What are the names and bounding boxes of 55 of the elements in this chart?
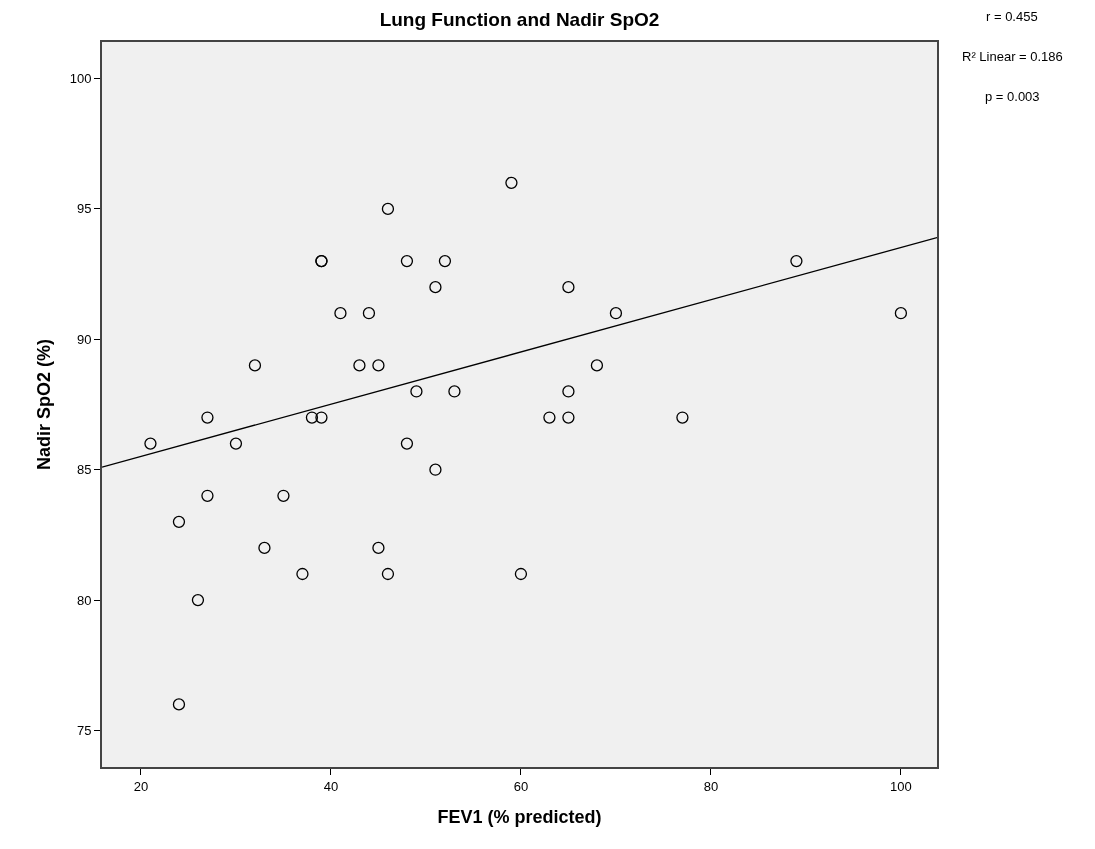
- point: [248, 359, 262, 372]
- x-axis-title: FEV1 (% predicted): [437, 807, 602, 828]
- point: [514, 567, 528, 581]
- point: [277, 489, 290, 502]
- x-tick-label: 100: [890, 778, 912, 794]
- point: [305, 411, 319, 424]
- text: R² Linear = 0.186: [962, 49, 1063, 64]
- text: r = 0.455: [986, 9, 1038, 24]
- point: [429, 463, 442, 476]
- point: [258, 541, 271, 555]
- point: [372, 359, 385, 372]
- point: [448, 385, 461, 398]
- y-tick-label: 90: [76, 331, 92, 347]
- point: [562, 385, 575, 398]
- point: [296, 567, 309, 581]
- y-tick-label: 85: [76, 462, 92, 478]
- point: [410, 385, 423, 398]
- point: [438, 254, 452, 268]
- point: [543, 411, 556, 424]
- point: [562, 411, 575, 424]
- point: [372, 541, 385, 555]
- point: [353, 359, 366, 372]
- point: [590, 359, 604, 372]
- point: [790, 254, 803, 268]
- y-axis-title: Nadir SpO2 (%): [34, 338, 55, 471]
- x-tick-label: 20: [133, 778, 149, 794]
- point: [400, 437, 414, 450]
- x-tick-label: 60: [513, 778, 529, 794]
- x-tick-label: 40: [323, 778, 339, 794]
- point: [505, 176, 518, 189]
- y-tick-label: 95: [76, 201, 92, 217]
- point: [201, 411, 214, 424]
- y-tick-label: 75: [76, 723, 92, 739]
- point: [562, 280, 575, 294]
- point: [172, 698, 186, 711]
- y-tick-label: 80: [76, 592, 92, 608]
- point: [144, 437, 157, 450]
- point: [609, 307, 623, 320]
- point: [676, 411, 689, 424]
- point: [229, 437, 243, 450]
- point: [400, 254, 414, 268]
- point: [334, 307, 347, 320]
- point: [381, 567, 395, 581]
- point: [172, 515, 186, 529]
- point: [315, 411, 328, 424]
- point: [201, 489, 214, 502]
- x-tick-label: 80: [703, 778, 719, 794]
- chart-title: Lung Function and Nadir SpO2: [379, 9, 660, 31]
- point: [191, 593, 205, 607]
- y-tick-label: 100: [69, 71, 92, 87]
- text: p = 0.003: [985, 89, 1040, 104]
- point: [381, 202, 395, 216]
- point: [429, 280, 442, 294]
- point: [362, 307, 376, 320]
- point: [894, 307, 908, 320]
